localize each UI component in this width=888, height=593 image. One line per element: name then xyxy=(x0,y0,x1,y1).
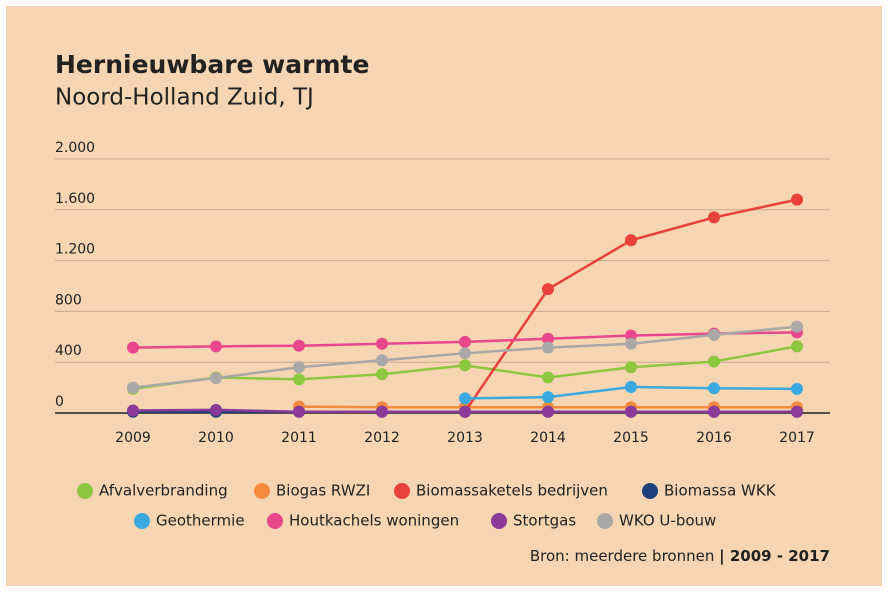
data-point xyxy=(127,341,139,354)
y-tick-label: 400 xyxy=(55,343,82,359)
data-point xyxy=(791,193,803,206)
data-point xyxy=(376,354,388,367)
data-point xyxy=(625,405,637,418)
data-point xyxy=(791,320,803,333)
legend-marker xyxy=(491,513,507,529)
data-point xyxy=(459,347,471,360)
source: Bron: meerdere bronnen | 2009 - 2017 xyxy=(530,547,830,566)
legend-marker xyxy=(134,513,150,529)
legend-label: Biomassa WKK xyxy=(664,482,777,500)
x-tick-label: 2013 xyxy=(447,430,483,446)
data-point xyxy=(210,340,222,353)
data-point xyxy=(625,361,637,374)
x-tick-label: 2014 xyxy=(530,430,566,446)
data-point xyxy=(542,283,554,296)
legend-marker xyxy=(254,483,270,499)
y-tick-label: 2.000 xyxy=(55,140,95,156)
data-point xyxy=(293,405,305,418)
data-point xyxy=(708,211,720,224)
data-point xyxy=(376,337,388,350)
x-tick-label: 2016 xyxy=(696,430,732,446)
data-point xyxy=(791,340,803,353)
data-point xyxy=(376,405,388,418)
y-tick-label: 1.600 xyxy=(55,191,95,207)
data-point xyxy=(210,403,222,416)
data-point xyxy=(791,405,803,418)
legend-label: Afvalverbranding xyxy=(99,482,228,500)
x-tick-label: 2015 xyxy=(613,430,649,446)
data-point xyxy=(293,361,305,374)
data-point xyxy=(459,392,471,405)
legend-marker xyxy=(642,483,658,499)
data-point xyxy=(210,372,222,385)
data-point xyxy=(542,405,554,418)
legend-marker xyxy=(597,513,613,529)
legend-label: Biomassaketels bedrijven xyxy=(416,482,608,500)
data-point xyxy=(127,381,139,394)
data-point xyxy=(625,337,637,350)
data-point xyxy=(625,380,637,393)
legend-label: Geothermie xyxy=(156,512,245,530)
data-point xyxy=(708,382,720,395)
data-point xyxy=(127,404,139,417)
data-point xyxy=(459,405,471,418)
legend-label: Biogas RWZI xyxy=(276,482,370,500)
data-point xyxy=(459,335,471,348)
chart-title: Hernieuwbare warmte xyxy=(55,50,369,79)
data-point xyxy=(542,341,554,354)
legend-label: Stortgas xyxy=(513,512,576,530)
x-tick-label: 2009 xyxy=(115,430,151,446)
data-point xyxy=(293,339,305,352)
y-tick-label: 1.200 xyxy=(55,242,95,258)
period: | 2009 - 2017 xyxy=(719,547,830,566)
x-tick-label: 2017 xyxy=(779,430,815,446)
legend-label: Houtkachels woningen xyxy=(289,512,459,530)
data-point xyxy=(791,382,803,395)
chart-subtitle: Noord-Holland Zuid, TJ xyxy=(55,85,314,111)
data-point xyxy=(542,371,554,384)
y-tick-label: 0 xyxy=(55,394,64,410)
data-point xyxy=(708,355,720,368)
data-point xyxy=(376,368,388,381)
data-point xyxy=(293,373,305,386)
legend-label: WKO U-bouw xyxy=(619,512,716,530)
x-tick-label: 2012 xyxy=(364,430,400,446)
legend-marker xyxy=(267,513,283,529)
data-point xyxy=(708,405,720,418)
data-point xyxy=(459,359,471,372)
background xyxy=(6,6,882,586)
legend-marker xyxy=(77,483,93,499)
y-tick-label: 800 xyxy=(55,292,82,308)
x-tick-label: 2011 xyxy=(281,430,317,446)
legend-marker xyxy=(394,483,410,499)
x-tick-label: 2010 xyxy=(198,430,234,446)
source-text: Bron: meerdere bronnen xyxy=(530,547,714,565)
data-point xyxy=(625,234,637,247)
data-point xyxy=(542,332,554,345)
data-point xyxy=(542,391,554,404)
data-point xyxy=(708,328,720,341)
data-point xyxy=(625,329,637,342)
